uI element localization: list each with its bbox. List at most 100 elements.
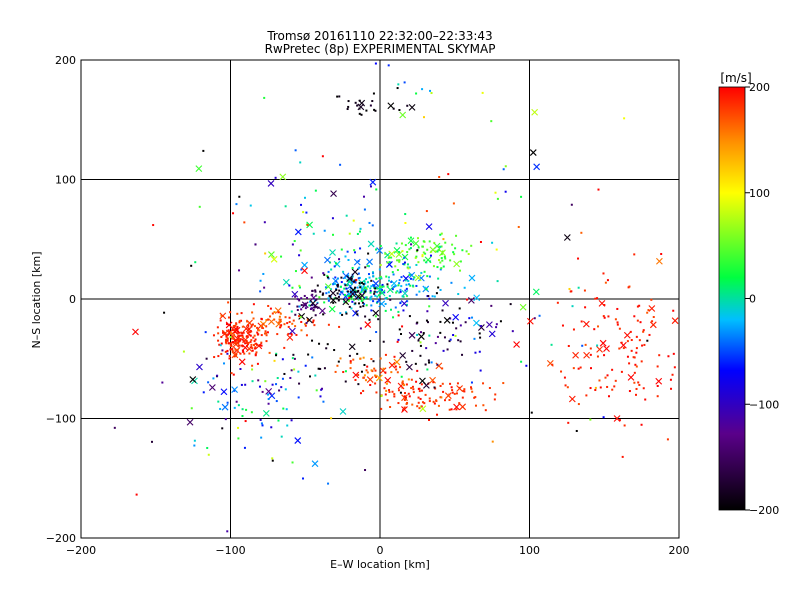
- data-point-dot: [374, 315, 377, 318]
- data-point-dot: [597, 325, 600, 328]
- data-point-dot: [314, 290, 317, 293]
- data-point-dot: [240, 319, 243, 322]
- data-point-dot: [639, 321, 642, 324]
- data-point-dot: [479, 240, 482, 243]
- data-point-x: [582, 320, 590, 328]
- data-point-dot: [577, 403, 580, 406]
- data-point-dot: [360, 289, 363, 292]
- data-point-dot: [358, 266, 361, 269]
- data-point-x: [319, 307, 326, 315]
- data-point-x: [225, 321, 233, 329]
- data-point-dot: [260, 436, 263, 439]
- data-point-dot: [299, 161, 302, 164]
- data-point-dot: [760, 300, 762, 302]
- data-point-dot: [454, 334, 457, 337]
- data-point-dot: [382, 340, 385, 343]
- data-point-dot: [273, 311, 276, 314]
- data-point-dot: [236, 312, 239, 315]
- data-point-dot: [251, 349, 254, 352]
- data-point-dot: [637, 381, 640, 384]
- data-point-dot: [267, 402, 270, 405]
- data-point-dot: [495, 323, 498, 326]
- data-point-dot: [388, 391, 391, 394]
- data-point-dot: [322, 400, 325, 403]
- data-point-dot: [597, 188, 600, 191]
- data-point-dot: [628, 390, 631, 393]
- data-point-dot: [419, 354, 422, 357]
- data-point-x: [399, 111, 407, 119]
- data-point-dot: [294, 149, 297, 152]
- data-point-dot: [403, 263, 406, 266]
- data-point-dot: [370, 369, 373, 372]
- data-point-dot: [326, 274, 329, 277]
- data-point-x: [407, 237, 415, 245]
- data-point-dot: [219, 344, 222, 347]
- data-point-dot: [226, 352, 229, 355]
- data-point-dot: [190, 264, 193, 267]
- data-point-dot: [288, 302, 291, 305]
- data-point-dot: [314, 374, 317, 377]
- data-point-dot: [371, 224, 374, 227]
- data-point-dot: [405, 360, 408, 363]
- data-point-dot: [245, 335, 248, 338]
- data-point-dot: [232, 373, 235, 376]
- data-point-dot: [502, 168, 505, 171]
- data-point-dot: [280, 386, 283, 389]
- data-point-dot: [266, 331, 269, 334]
- data-point-dot: [404, 244, 407, 247]
- data-point-dot: [499, 320, 502, 323]
- data-point-dot: [250, 411, 253, 414]
- data-point-dot: [304, 364, 307, 367]
- data-point-dot: [603, 316, 606, 319]
- data-point-dot: [357, 267, 360, 270]
- data-point-dot: [620, 341, 623, 344]
- data-point-dot: [366, 281, 369, 284]
- data-point-dot: [357, 272, 360, 275]
- data-point-dot: [417, 261, 420, 264]
- data-point-x: [220, 388, 228, 396]
- data-point-x: [328, 305, 336, 313]
- data-point-dot: [325, 292, 328, 295]
- data-point-dot: [251, 380, 254, 383]
- data-point-dot: [330, 268, 333, 271]
- data-point-dot: [403, 395, 406, 398]
- data-point-dot: [377, 298, 380, 301]
- data-point-dot: [353, 251, 356, 254]
- data-point-dot: [442, 390, 445, 393]
- data-point-dot: [431, 295, 434, 298]
- data-point-dot: [311, 356, 314, 359]
- data-point-dot: [337, 295, 340, 298]
- data-point-dot: [300, 308, 303, 311]
- data-point-x: [417, 333, 425, 340]
- colorbar-tick-label: 200: [749, 81, 770, 94]
- data-point-dot: [347, 105, 350, 108]
- data-point-dot: [618, 327, 621, 330]
- data-point-dot: [402, 295, 405, 298]
- data-point-dot: [428, 240, 431, 243]
- data-point-dot: [596, 297, 599, 300]
- data-point-dot: [257, 328, 260, 331]
- data-point-dot: [354, 101, 357, 104]
- data-point-dot: [415, 255, 418, 258]
- data-point-dot: [302, 211, 305, 214]
- data-point-dot: [362, 283, 365, 286]
- data-point-dot: [161, 381, 164, 384]
- data-point-x: [444, 392, 452, 400]
- data-point-dot: [427, 359, 430, 362]
- data-point-dot: [407, 267, 410, 270]
- data-point-dot: [361, 287, 364, 290]
- data-point-dot: [342, 270, 345, 273]
- data-point-dot: [443, 336, 446, 339]
- data-point-dot: [291, 357, 294, 360]
- data-point-dot: [229, 311, 232, 314]
- data-point-dot: [618, 347, 621, 350]
- data-point-dot: [479, 336, 482, 339]
- data-point-x: [513, 341, 520, 348]
- data-point-dot: [359, 392, 362, 395]
- data-point-dot: [254, 338, 257, 341]
- data-point-dot: [380, 407, 383, 410]
- data-point-dot: [392, 273, 395, 276]
- data-point-dot: [364, 315, 367, 318]
- data-point-dot: [566, 386, 569, 389]
- data-point-dot: [247, 341, 250, 344]
